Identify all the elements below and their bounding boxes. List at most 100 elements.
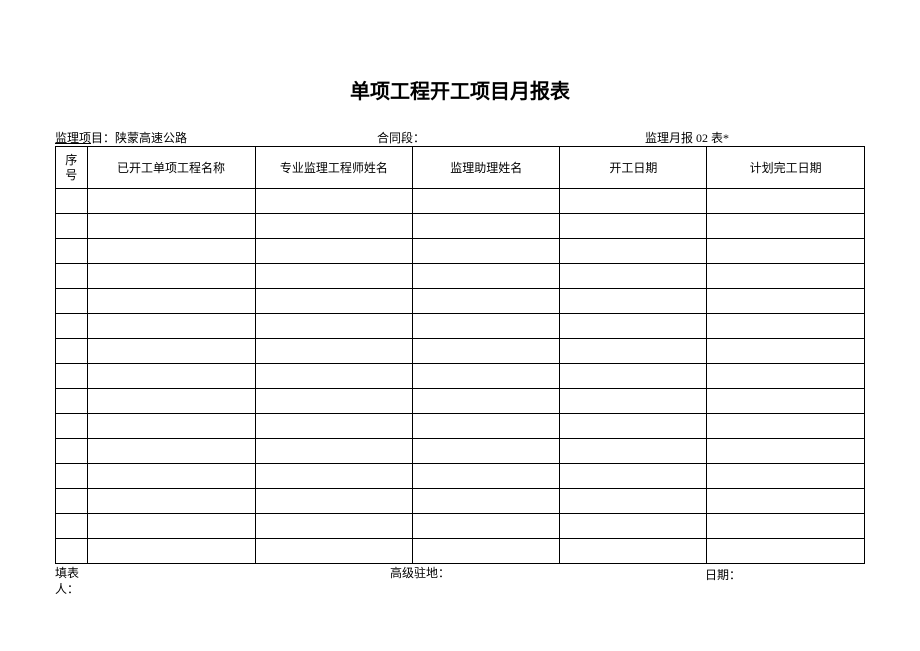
table-cell: [413, 339, 560, 364]
table-cell: [255, 239, 413, 264]
table-cell: [560, 264, 707, 289]
table-cell: [560, 214, 707, 239]
table-cell: [255, 514, 413, 539]
table-cell: [87, 489, 255, 514]
table-cell: [707, 489, 865, 514]
table-row: [56, 464, 865, 489]
table-row: [56, 389, 865, 414]
header-plandate: 计划完工日期: [707, 147, 865, 189]
table-row: [56, 339, 865, 364]
table-cell: [87, 339, 255, 364]
table-cell: [707, 214, 865, 239]
table-cell: [56, 189, 88, 214]
table-cell: [56, 439, 88, 464]
table-cell: [413, 189, 560, 214]
table-cell: [560, 514, 707, 539]
main-table: 序号 已开工单项工程名称 专业监理工程师姓名 监理助理姓名 开工日期 计划完工日…: [55, 146, 865, 564]
table-cell: [707, 539, 865, 564]
table-cell: [87, 439, 255, 464]
footer-date: 日期：: [705, 566, 741, 597]
info-row: 监理项 目：陕蒙高速公路 合同段： 监理月报 02 表*: [55, 129, 865, 146]
table-cell: [707, 289, 865, 314]
table-cell: [56, 264, 88, 289]
table-cell: [560, 464, 707, 489]
table-cell: [255, 439, 413, 464]
table-cell: [56, 539, 88, 564]
table-cell: [560, 389, 707, 414]
table-cell: [255, 539, 413, 564]
table-cell: [56, 214, 88, 239]
report-label: 监理月报 02 表*: [645, 129, 729, 146]
table-cell: [413, 464, 560, 489]
table-cell: [707, 439, 865, 464]
table-cell: [56, 514, 88, 539]
table-row: [56, 364, 865, 389]
table-cell: [56, 464, 88, 489]
table-cell: [413, 364, 560, 389]
table-cell: [413, 389, 560, 414]
table-cell: [413, 264, 560, 289]
table-cell: [560, 289, 707, 314]
table-cell: [413, 414, 560, 439]
header-startdate: 开工日期: [560, 147, 707, 189]
table-cell: [255, 389, 413, 414]
table-cell: [255, 489, 413, 514]
table-cell: [560, 539, 707, 564]
table-cell: [413, 239, 560, 264]
table-row: [56, 514, 865, 539]
table-cell: [707, 389, 865, 414]
header-name: 已开工单项工程名称: [87, 147, 255, 189]
table-row: [56, 264, 865, 289]
table-cell: [560, 189, 707, 214]
table-cell: [560, 314, 707, 339]
table-header-row: 序号 已开工单项工程名称 专业监理工程师姓名 监理助理姓名 开工日期 计划完工日…: [56, 147, 865, 189]
table-cell: [56, 314, 88, 339]
table-cell: [413, 539, 560, 564]
table-cell: [413, 214, 560, 239]
table-cell: [707, 239, 865, 264]
table-cell: [255, 314, 413, 339]
table-cell: [560, 364, 707, 389]
table-cell: [255, 339, 413, 364]
table-cell: [87, 189, 255, 214]
header-engineer: 专业监理工程师姓名: [255, 147, 413, 189]
table-cell: [56, 389, 88, 414]
table-cell: [56, 339, 88, 364]
table-cell: [87, 364, 255, 389]
table-row: [56, 439, 865, 464]
contract-label: 合同段：: [377, 129, 425, 146]
table-cell: [707, 364, 865, 389]
table-cell: [707, 514, 865, 539]
table-row: [56, 289, 865, 314]
table-cell: [255, 264, 413, 289]
table-cell: [255, 189, 413, 214]
table-cell: [255, 364, 413, 389]
table-cell: [413, 439, 560, 464]
table-cell: [87, 464, 255, 489]
table-cell: [56, 239, 88, 264]
header-seq: 序号: [56, 147, 88, 189]
footer-filler: 填表人：: [55, 566, 85, 597]
table-cell: [87, 214, 255, 239]
table-cell: [87, 414, 255, 439]
table-row: [56, 489, 865, 514]
header-assistant: 监理助理姓名: [413, 147, 560, 189]
table-cell: [56, 489, 88, 514]
table-cell: [87, 539, 255, 564]
table-cell: [255, 464, 413, 489]
table-cell: [87, 314, 255, 339]
table-cell: [413, 314, 560, 339]
table-cell: [707, 339, 865, 364]
table-row: [56, 314, 865, 339]
table-row: [56, 189, 865, 214]
footer-resident: 高级驻地：: [390, 566, 450, 597]
table-cell: [707, 414, 865, 439]
table-cell: [87, 289, 255, 314]
table-row: [56, 214, 865, 239]
table-cell: [87, 514, 255, 539]
table-cell: [560, 414, 707, 439]
project-label-underline: 监理项: [55, 129, 91, 146]
table-cell: [413, 489, 560, 514]
footer-row: 填表人： 高级驻地： 日期：: [55, 566, 865, 597]
table-cell: [707, 189, 865, 214]
